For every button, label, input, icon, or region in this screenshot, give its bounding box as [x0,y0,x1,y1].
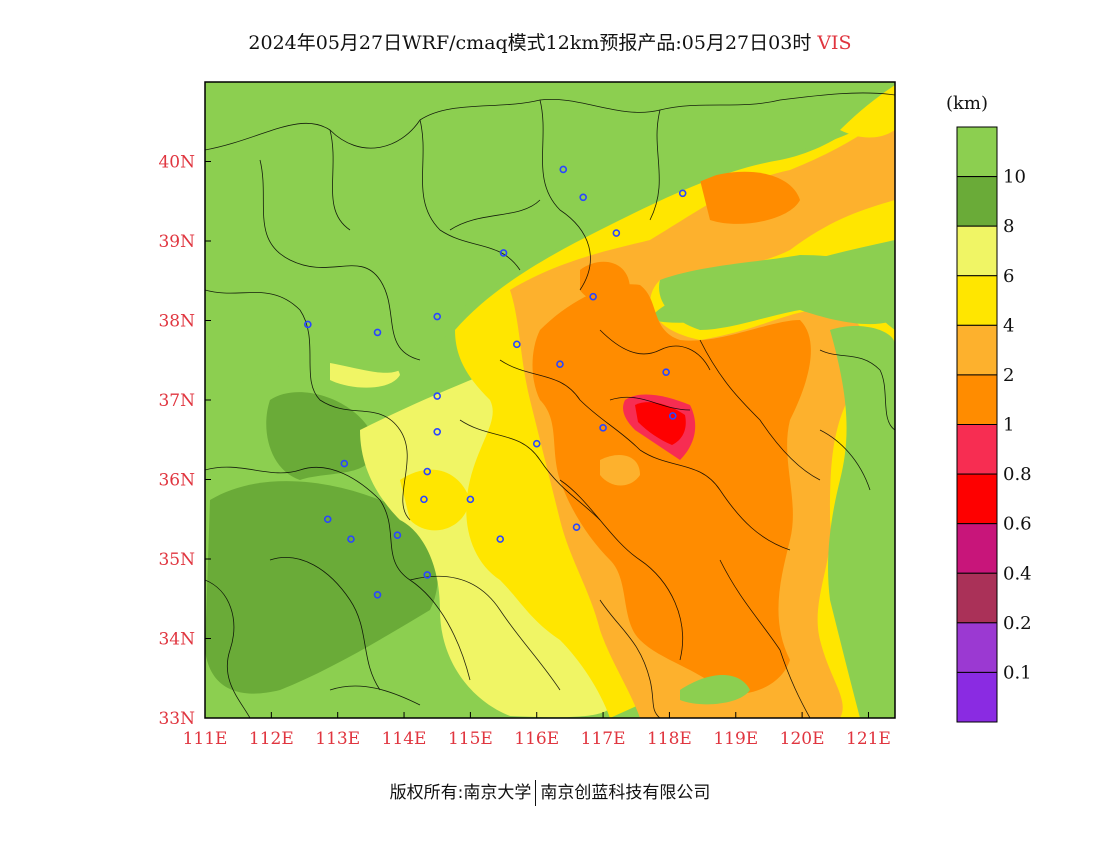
station-marker [532,439,541,448]
legend-swatch [956,275,998,326]
station-marker [589,292,597,301]
legend-swatch [956,126,998,178]
footer-right: 南京创蓝科技有限公司 [540,783,711,803]
y-tick-label: 38N [158,312,195,332]
station-marker [496,535,505,543]
x-tick-label: 116E [514,729,559,749]
y-tick-label: 40N [158,153,195,173]
legend-label: 0.1 [1003,662,1032,683]
legend-swatch [956,473,998,525]
station-marker [513,340,521,349]
legend-label: 1 [1003,415,1014,436]
legend-label: 8 [1003,216,1014,237]
legend-label: 2 [1003,365,1014,386]
y-tick-label: 33N [158,709,195,729]
station-marker [572,523,581,532]
legend-unit: (km) [946,93,988,114]
y-tick-label: 34N [158,630,195,650]
x-tick-label: 119E [713,729,758,749]
station-marker [304,320,312,329]
legend-swatch [956,374,998,425]
legend-label: 0.4 [1003,563,1032,584]
x-tick-label: 120E [780,729,825,749]
station-marker [612,229,621,237]
x-tick-label: 112E [249,729,294,749]
x-tick-label: 121E [846,729,891,749]
station-marker [556,360,564,369]
legend-swatch [956,176,998,227]
station-marker [579,193,587,202]
station-marker [433,312,442,321]
station-marker [423,571,432,579]
legend-label: 4 [1003,315,1014,336]
station-marker [678,189,687,198]
station-marker [466,495,475,504]
footer-separator [535,780,537,806]
title-main: 2024年05月27日WRF/cmaq模式12km预报产品:05月27日03时 [248,32,812,54]
x-tick-label: 118E [647,729,692,749]
legend-swatch [956,622,998,673]
legend-label: 0.6 [1003,514,1032,535]
visibility-field [205,82,895,718]
legend-label: 0.8 [1003,464,1032,485]
legend-label: 10 [1003,167,1026,188]
station-marker [373,328,382,337]
x-tick-label: 114E [382,729,427,749]
station-markers [304,165,687,599]
x-tick-label: 113E [315,729,360,749]
x-tick-label: 115E [448,729,493,749]
y-tick-label: 37N [158,391,195,411]
footer-credit: 版权所有:南京大学 南京创蓝科技有限公司 [0,778,1100,806]
station-marker [668,412,677,420]
legend-swatch [956,225,998,277]
station-marker [433,427,442,436]
y-axis: 40N 39N 38N 37N 36N 35N 34N 33N [158,153,211,729]
legend-label: 6 [1003,266,1014,287]
station-marker [559,165,568,174]
legend-swatch [956,523,998,574]
y-tick-label: 35N [158,550,195,570]
legend-label: 0.2 [1003,613,1032,634]
color-legend: (km) 10 8 6 4 2 1 0.8 0.6 0.4 0.2 0.1 [946,93,1032,723]
station-marker [599,424,607,432]
legend-swatch [956,671,998,723]
x-axis: 111E 112E 113E 114E 115E 116E 117E 118E 119E 120E… [183,712,891,749]
legend-swatch [956,324,998,376]
y-tick-label: 36N [158,471,195,491]
legend-swatch [956,572,998,624]
x-tick-label: 117E [581,729,626,749]
station-marker [420,495,428,504]
station-marker [499,249,508,257]
legend-swatch [956,424,998,475]
map-title: 2024年05月27日WRF/cmaq模式12km预报产品:05月27日03时 V… [0,28,1100,55]
title-variable: VIS [817,32,852,54]
station-marker [433,392,442,400]
station-marker [347,535,355,543]
y-tick-label: 39N [158,232,195,252]
station-marker [373,590,382,599]
station-marker [393,531,402,539]
x-tick-label: 111E [183,729,228,749]
station-marker [662,368,670,376]
station-marker [323,515,332,524]
footer-left: 版权所有:南京大学 [389,783,532,803]
station-marker [423,467,432,476]
station-marker [340,459,349,468]
